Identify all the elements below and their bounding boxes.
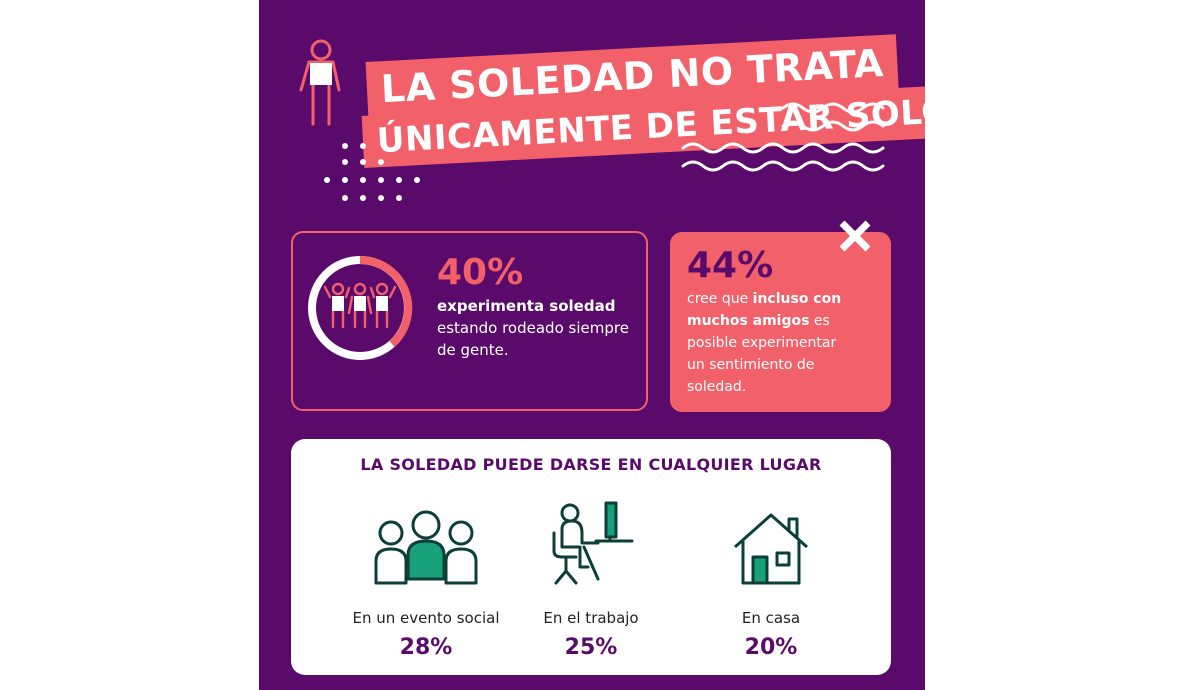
stat-card-40: 40% experimenta soledad estando rodeado … bbox=[291, 231, 648, 411]
waves-decoration bbox=[681, 102, 885, 172]
stat-text-after: es posible experimentar un sentimiento d… bbox=[687, 313, 837, 395]
place-label: En el trabajo bbox=[543, 609, 639, 627]
places-title: LA SOLEDAD PUEDE DARSE EN CUALQUIER LUGA… bbox=[360, 455, 822, 474]
stat-bold-text: experimenta soledad bbox=[437, 297, 616, 315]
stat-percent-44: 44% bbox=[687, 245, 774, 286]
group-people-icon bbox=[374, 510, 478, 585]
place-value: 28% bbox=[399, 635, 453, 660]
place-value: 20% bbox=[744, 635, 798, 660]
desk-worker-icon bbox=[552, 501, 634, 585]
cross-icon bbox=[839, 220, 871, 252]
dots-decoration bbox=[324, 143, 420, 201]
house-icon bbox=[734, 513, 808, 585]
crowd-ring-icon bbox=[308, 255, 413, 360]
stat-card-44: 44% cree que incluso con muchos amigos e… bbox=[670, 232, 891, 412]
place-label: En un evento social bbox=[352, 609, 500, 627]
place-social-event: En un evento social 28% bbox=[331, 497, 521, 660]
infographic-panel: LA SOLEDAD NO TRATA ÚNICAMENTE DE ESTAR … bbox=[259, 0, 925, 690]
places-card: LA SOLEDAD PUEDE DARSE EN CUALQUIER LUGA… bbox=[291, 439, 891, 675]
place-work: En el trabajo 25% bbox=[496, 497, 686, 660]
place-home: En casa 20% bbox=[676, 497, 866, 660]
place-value: 25% bbox=[564, 635, 618, 660]
stat-percent-40: 40% bbox=[437, 252, 524, 293]
place-label: En casa bbox=[741, 609, 801, 627]
lonely-person-icon bbox=[299, 39, 341, 126]
stat-text: estando rodeado siempre de gente. bbox=[437, 319, 629, 359]
stat-bold-text-right: incluso con muchos amigos bbox=[687, 291, 842, 329]
stat-text-before: cree que bbox=[687, 291, 753, 307]
